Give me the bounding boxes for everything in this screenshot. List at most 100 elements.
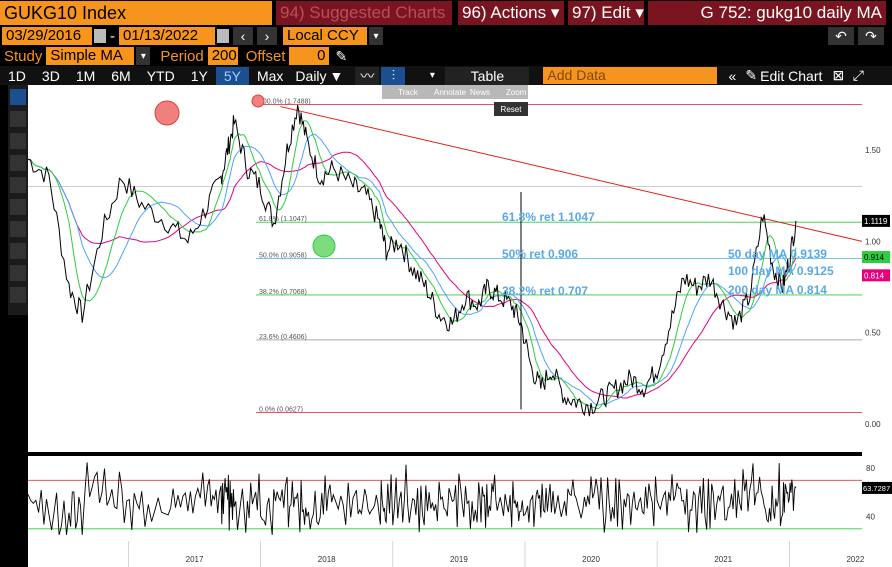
currency-select[interactable]: Local CCY	[283, 27, 367, 45]
brush-icon[interactable]	[10, 221, 26, 237]
ticker-field[interactable]: GUKG10 Index	[0, 1, 272, 25]
period-button-1y[interactable]: 1Y	[190, 67, 208, 84]
chart-title: G 752: gukg10 daily MA	[648, 1, 886, 25]
add-data-field[interactable]: Add Data	[543, 67, 718, 84]
rsi-last-value: 63.7287	[863, 484, 890, 493]
bars-icon[interactable]	[10, 177, 26, 193]
edit-chart-button[interactable]: ✎ Edit Chart	[741, 67, 826, 85]
low-marker	[312, 234, 336, 258]
y-tick-label: 0.00	[865, 420, 881, 429]
chevron-down-icon[interactable]: ▾	[429, 70, 435, 81]
suggested-charts-button[interactable]: 94) Suggested Charts	[276, 1, 452, 25]
offset-label: Offset	[245, 47, 286, 65]
dollar-icon[interactable]	[10, 155, 26, 171]
frequency-select[interactable]: Daily ▼	[291, 67, 347, 85]
chevron-down-icon: ▾	[546, 3, 560, 22]
chevron-down-icon[interactable]: ▾	[369, 27, 383, 45]
y-tick-label: 1.00	[865, 237, 881, 246]
cursor-icon[interactable]	[10, 89, 26, 105]
pencil-icon[interactable]: ✎	[335, 47, 348, 64]
collapse-icon[interactable]: «	[728, 67, 737, 84]
main-plot-area[interactable]	[28, 85, 862, 452]
start-date-field[interactable]: 03/29/2016	[2, 27, 92, 45]
period-button-ytd[interactable]: YTD	[146, 67, 175, 84]
period-button-6m[interactable]: 6M	[111, 67, 131, 84]
chevron-down-icon[interactable]: ▾	[136, 47, 151, 65]
peak-marker	[154, 100, 180, 126]
tool-annotate[interactable]: Annotate	[434, 88, 467, 97]
pencil-icon: ✎	[745, 67, 758, 83]
period-buttons: 1D 3D 1M 6M YTD 1Y 5Y Max	[0, 66, 291, 85]
annotation-ma100: 100 day MA 0.9125	[728, 264, 834, 278]
study-select[interactable]: Simple MA	[46, 47, 135, 65]
x-tick-label: 2022	[846, 555, 864, 564]
edit-chart-label: Edit Chart	[760, 67, 823, 84]
period-button-1d[interactable]: 1D	[8, 67, 26, 84]
y-tick-label: 0.50	[865, 329, 881, 338]
fib-label: 50.0% (0.9058)	[259, 253, 307, 260]
edit-box-icon[interactable]: ⊠	[832, 67, 845, 83]
tool-zoom[interactable]: Zoom	[506, 88, 527, 97]
x-tick-label: 2018	[318, 555, 336, 564]
price-line	[27, 104, 797, 417]
redo-icon[interactable]: ↷	[858, 27, 884, 45]
fib-label: 38.2% (0.7068)	[259, 289, 307, 296]
undo-icon[interactable]: ↶	[828, 27, 854, 45]
drawing-tools	[10, 89, 26, 303]
edit-menu[interactable]: 97) Edit ▾	[568, 1, 644, 25]
actions-menu[interactable]: 96) Actions ▾	[458, 1, 564, 25]
tool-track[interactable]: Track	[398, 88, 419, 97]
hatch-icon[interactable]	[10, 287, 26, 303]
pencil-icon[interactable]	[10, 111, 26, 127]
fib-label: 100.0% (1.7488)	[259, 99, 311, 106]
last-value-ma50: 0.914	[864, 253, 885, 262]
x-tick-label: 2017	[186, 555, 204, 564]
chevron-down-icon: ▾	[630, 3, 644, 22]
calendar-icon[interactable]	[217, 29, 229, 43]
fib-label: 0.0% (0.0627)	[259, 407, 303, 414]
period-button-3d[interactable]: 3D	[41, 67, 60, 84]
minus-icon[interactable]	[10, 265, 26, 281]
reset-button[interactable]: Reset	[501, 105, 523, 114]
price-chart[interactable]: 100.0% (1.7488) 61.8% (1.1047) 50.0% (0.90…	[0, 85, 892, 567]
table-button[interactable]: Table	[445, 66, 530, 85]
lower-y-tick-label: 80	[866, 464, 875, 473]
bar-chart-icon[interactable]: ⫶	[381, 66, 406, 85]
last-value-box	[862, 251, 890, 264]
line-chart-icon[interactable]: 〰	[355, 66, 380, 85]
chevron-down-icon: ▼	[329, 67, 344, 84]
offset-field[interactable]: 0	[289, 47, 330, 65]
chart-area[interactable]: 100.0% (1.7488) 61.8% (1.1047) 50.0% (0.90…	[0, 85, 892, 567]
x-tick-label: 2019	[450, 555, 468, 564]
fib-label: 61.8% (1.1047)	[259, 216, 307, 223]
period-field[interactable]: 200	[207, 47, 238, 65]
tool-popup[interactable]: Track Annotate News Zoom Reset	[382, 85, 528, 116]
line-icon[interactable]	[10, 243, 26, 259]
calendar-icon[interactable]	[94, 29, 106, 43]
annotation-ma50: 50 day MA 0.9139	[728, 247, 827, 261]
actions-label: 96) Actions	[462, 3, 547, 22]
tool-news[interactable]: News	[470, 88, 490, 97]
annotation-ret618: 61.8% ret 1.1047	[502, 210, 595, 224]
edit-label: 97) Edit	[572, 3, 631, 22]
text-icon[interactable]	[10, 133, 26, 149]
annotation-ret382: 38.2% ret 0.707	[502, 284, 588, 298]
period-button-5y[interactable]: 5Y	[215, 66, 249, 85]
ma50-line	[27, 120, 797, 410]
last-value-ma200: 0.814	[864, 271, 885, 280]
end-date-field[interactable]: 01/13/2022	[119, 27, 215, 45]
last-value-box	[862, 269, 890, 282]
prev-arrow-button[interactable]: ‹	[233, 27, 253, 45]
ma200-line	[27, 151, 797, 399]
frequency-label: Daily	[295, 67, 327, 84]
next-arrow-button[interactable]: ›	[257, 27, 277, 45]
peak-marker	[251, 94, 265, 108]
x-tick-label: 2020	[582, 555, 600, 564]
period-button-1m[interactable]: 1M	[75, 67, 96, 84]
rsi-last-box	[862, 481, 892, 494]
favorites-icon[interactable]	[10, 199, 26, 215]
expand-icon[interactable]: ⤢	[852, 67, 864, 83]
period-button-max[interactable]: Max	[256, 67, 284, 84]
lower-plot-area[interactable]	[28, 456, 862, 541]
x-tick-label: 2021	[714, 555, 732, 564]
